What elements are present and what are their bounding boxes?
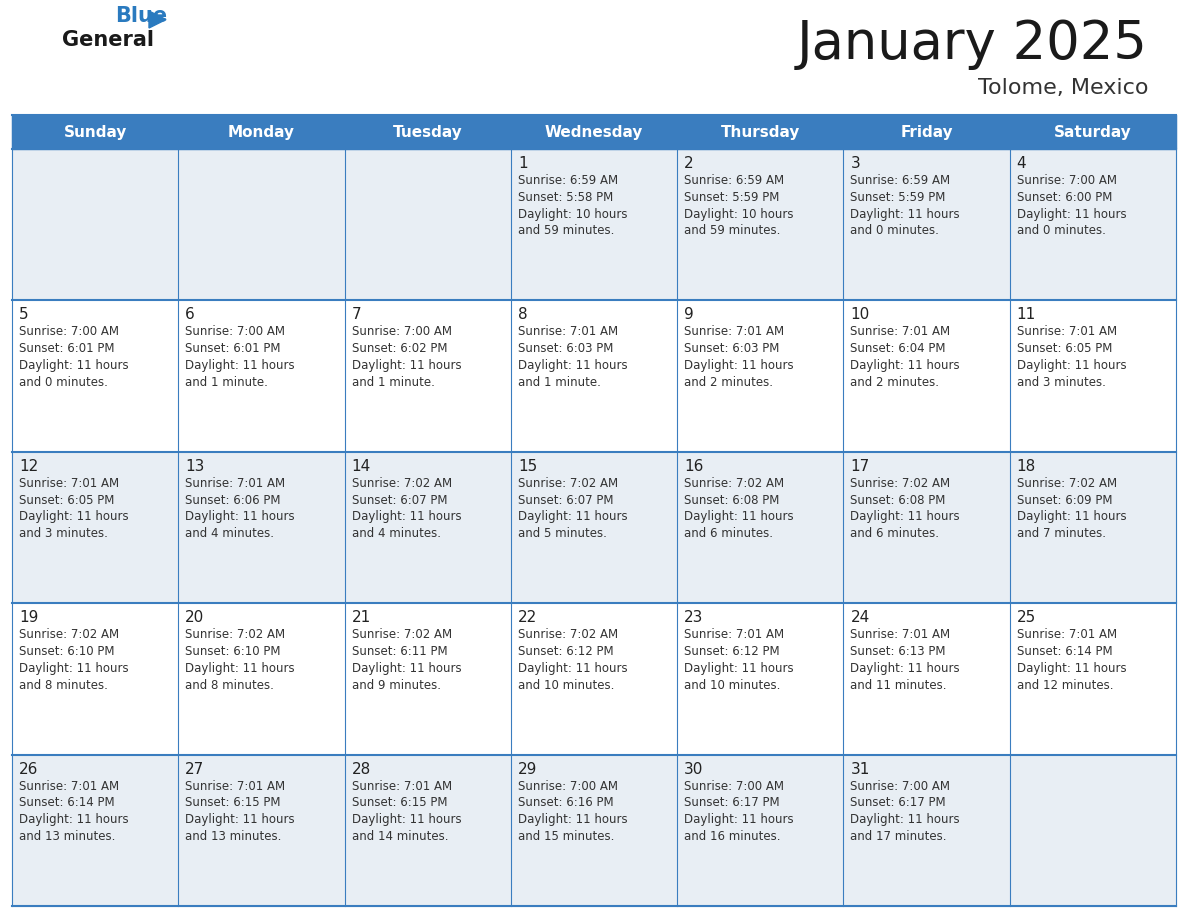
- Text: Thursday: Thursday: [721, 125, 800, 140]
- Text: Saturday: Saturday: [1054, 125, 1132, 140]
- Text: 2: 2: [684, 156, 694, 171]
- Text: Sunrise: 7:02 AM
Sunset: 6:09 PM
Daylight: 11 hours
and 7 minutes.: Sunrise: 7:02 AM Sunset: 6:09 PM Dayligh…: [1017, 476, 1126, 540]
- Text: 9: 9: [684, 308, 694, 322]
- Text: 31: 31: [851, 762, 870, 777]
- Bar: [12, 755, 1176, 906]
- Text: Sunrise: 7:02 AM
Sunset: 6:08 PM
Daylight: 11 hours
and 6 minutes.: Sunrise: 7:02 AM Sunset: 6:08 PM Dayligh…: [851, 476, 960, 540]
- Text: 5: 5: [19, 308, 29, 322]
- Text: 4: 4: [1017, 156, 1026, 171]
- Text: Sunrise: 7:01 AM
Sunset: 6:14 PM
Daylight: 11 hours
and 13 minutes.: Sunrise: 7:01 AM Sunset: 6:14 PM Dayligh…: [19, 779, 128, 843]
- Text: Sunrise: 7:02 AM
Sunset: 6:10 PM
Daylight: 11 hours
and 8 minutes.: Sunrise: 7:02 AM Sunset: 6:10 PM Dayligh…: [19, 628, 128, 691]
- Text: Sunrise: 7:02 AM
Sunset: 6:08 PM
Daylight: 11 hours
and 6 minutes.: Sunrise: 7:02 AM Sunset: 6:08 PM Dayligh…: [684, 476, 794, 540]
- Text: 23: 23: [684, 610, 703, 625]
- Text: Sunrise: 7:01 AM
Sunset: 6:05 PM
Daylight: 11 hours
and 3 minutes.: Sunrise: 7:01 AM Sunset: 6:05 PM Dayligh…: [19, 476, 128, 540]
- Text: Sunrise: 7:02 AM
Sunset: 6:11 PM
Daylight: 11 hours
and 9 minutes.: Sunrise: 7:02 AM Sunset: 6:11 PM Dayligh…: [352, 628, 461, 691]
- Text: Sunrise: 7:01 AM
Sunset: 6:05 PM
Daylight: 11 hours
and 3 minutes.: Sunrise: 7:01 AM Sunset: 6:05 PM Dayligh…: [1017, 325, 1126, 389]
- Text: Sunrise: 6:59 AM
Sunset: 5:59 PM
Daylight: 11 hours
and 0 minutes.: Sunrise: 6:59 AM Sunset: 5:59 PM Dayligh…: [851, 174, 960, 238]
- Text: Sunrise: 7:00 AM
Sunset: 6:01 PM
Daylight: 11 hours
and 1 minute.: Sunrise: 7:00 AM Sunset: 6:01 PM Dayligh…: [185, 325, 295, 389]
- Text: Monday: Monday: [228, 125, 295, 140]
- Text: Sunrise: 7:00 AM
Sunset: 6:01 PM
Daylight: 11 hours
and 0 minutes.: Sunrise: 7:00 AM Sunset: 6:01 PM Dayligh…: [19, 325, 128, 389]
- Bar: [12, 149, 1176, 300]
- Text: Sunrise: 6:59 AM
Sunset: 5:58 PM
Daylight: 10 hours
and 59 minutes.: Sunrise: 6:59 AM Sunset: 5:58 PM Dayligh…: [518, 174, 627, 238]
- Text: Sunrise: 7:01 AM
Sunset: 6:06 PM
Daylight: 11 hours
and 4 minutes.: Sunrise: 7:01 AM Sunset: 6:06 PM Dayligh…: [185, 476, 295, 540]
- Text: Sunrise: 7:02 AM
Sunset: 6:10 PM
Daylight: 11 hours
and 8 minutes.: Sunrise: 7:02 AM Sunset: 6:10 PM Dayligh…: [185, 628, 295, 691]
- Text: 12: 12: [19, 459, 38, 474]
- Text: Sunrise: 7:02 AM
Sunset: 6:07 PM
Daylight: 11 hours
and 5 minutes.: Sunrise: 7:02 AM Sunset: 6:07 PM Dayligh…: [518, 476, 627, 540]
- Text: 21: 21: [352, 610, 371, 625]
- Text: Sunrise: 7:01 AM
Sunset: 6:03 PM
Daylight: 11 hours
and 1 minute.: Sunrise: 7:01 AM Sunset: 6:03 PM Dayligh…: [518, 325, 627, 389]
- Polygon shape: [148, 11, 166, 28]
- Text: Sunrise: 7:01 AM
Sunset: 6:13 PM
Daylight: 11 hours
and 11 minutes.: Sunrise: 7:01 AM Sunset: 6:13 PM Dayligh…: [851, 628, 960, 691]
- Text: 26: 26: [19, 762, 38, 777]
- Text: 25: 25: [1017, 610, 1036, 625]
- Text: Sunrise: 7:00 AM
Sunset: 6:16 PM
Daylight: 11 hours
and 15 minutes.: Sunrise: 7:00 AM Sunset: 6:16 PM Dayligh…: [518, 779, 627, 843]
- Text: Sunrise: 7:02 AM
Sunset: 6:07 PM
Daylight: 11 hours
and 4 minutes.: Sunrise: 7:02 AM Sunset: 6:07 PM Dayligh…: [352, 476, 461, 540]
- Text: 19: 19: [19, 610, 38, 625]
- Text: Sunrise: 7:00 AM
Sunset: 6:17 PM
Daylight: 11 hours
and 16 minutes.: Sunrise: 7:00 AM Sunset: 6:17 PM Dayligh…: [684, 779, 794, 843]
- Bar: [12, 452, 1176, 603]
- Text: Sunrise: 7:01 AM
Sunset: 6:14 PM
Daylight: 11 hours
and 12 minutes.: Sunrise: 7:01 AM Sunset: 6:14 PM Dayligh…: [1017, 628, 1126, 691]
- Text: Sunrise: 7:01 AM
Sunset: 6:12 PM
Daylight: 11 hours
and 10 minutes.: Sunrise: 7:01 AM Sunset: 6:12 PM Dayligh…: [684, 628, 794, 691]
- Text: Sunrise: 7:00 AM
Sunset: 6:00 PM
Daylight: 11 hours
and 0 minutes.: Sunrise: 7:00 AM Sunset: 6:00 PM Dayligh…: [1017, 174, 1126, 238]
- Text: 18: 18: [1017, 459, 1036, 474]
- Text: Wednesday: Wednesday: [545, 125, 643, 140]
- Text: Blue: Blue: [115, 6, 168, 26]
- Text: 14: 14: [352, 459, 371, 474]
- Text: 24: 24: [851, 610, 870, 625]
- Text: 1: 1: [518, 156, 527, 171]
- Text: 3: 3: [851, 156, 860, 171]
- Text: Tuesday: Tuesday: [393, 125, 462, 140]
- Text: 16: 16: [684, 459, 703, 474]
- Text: Sunrise: 7:01 AM
Sunset: 6:15 PM
Daylight: 11 hours
and 13 minutes.: Sunrise: 7:01 AM Sunset: 6:15 PM Dayligh…: [185, 779, 295, 843]
- Text: 7: 7: [352, 308, 361, 322]
- Text: 8: 8: [518, 308, 527, 322]
- Text: Sunrise: 7:00 AM
Sunset: 6:02 PM
Daylight: 11 hours
and 1 minute.: Sunrise: 7:00 AM Sunset: 6:02 PM Dayligh…: [352, 325, 461, 389]
- Text: 28: 28: [352, 762, 371, 777]
- Bar: [12, 300, 1176, 452]
- Text: Friday: Friday: [901, 125, 953, 140]
- Text: Sunrise: 7:01 AM
Sunset: 6:15 PM
Daylight: 11 hours
and 14 minutes.: Sunrise: 7:01 AM Sunset: 6:15 PM Dayligh…: [352, 779, 461, 843]
- Text: Tolome, Mexico: Tolome, Mexico: [978, 78, 1148, 98]
- Text: 27: 27: [185, 762, 204, 777]
- Text: 11: 11: [1017, 308, 1036, 322]
- Text: 20: 20: [185, 610, 204, 625]
- Text: Sunrise: 7:01 AM
Sunset: 6:03 PM
Daylight: 11 hours
and 2 minutes.: Sunrise: 7:01 AM Sunset: 6:03 PM Dayligh…: [684, 325, 794, 389]
- Text: 6: 6: [185, 308, 195, 322]
- Text: Sunrise: 7:00 AM
Sunset: 6:17 PM
Daylight: 11 hours
and 17 minutes.: Sunrise: 7:00 AM Sunset: 6:17 PM Dayligh…: [851, 779, 960, 843]
- Text: Sunday: Sunday: [63, 125, 127, 140]
- Text: 13: 13: [185, 459, 204, 474]
- Text: 22: 22: [518, 610, 537, 625]
- Text: 15: 15: [518, 459, 537, 474]
- Bar: [12, 115, 1176, 149]
- Text: 17: 17: [851, 459, 870, 474]
- Text: 30: 30: [684, 762, 703, 777]
- Text: General: General: [62, 30, 154, 50]
- Text: Sunrise: 7:01 AM
Sunset: 6:04 PM
Daylight: 11 hours
and 2 minutes.: Sunrise: 7:01 AM Sunset: 6:04 PM Dayligh…: [851, 325, 960, 389]
- Text: 10: 10: [851, 308, 870, 322]
- Bar: [12, 603, 1176, 755]
- Text: Sunrise: 7:02 AM
Sunset: 6:12 PM
Daylight: 11 hours
and 10 minutes.: Sunrise: 7:02 AM Sunset: 6:12 PM Dayligh…: [518, 628, 627, 691]
- Text: 29: 29: [518, 762, 537, 777]
- Text: Sunrise: 6:59 AM
Sunset: 5:59 PM
Daylight: 10 hours
and 59 minutes.: Sunrise: 6:59 AM Sunset: 5:59 PM Dayligh…: [684, 174, 794, 238]
- Text: January 2025: January 2025: [797, 18, 1148, 70]
